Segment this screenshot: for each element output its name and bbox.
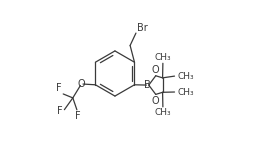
Text: O: O — [151, 65, 159, 75]
Text: O: O — [78, 79, 85, 89]
Text: F: F — [57, 106, 63, 116]
Text: CH₃: CH₃ — [177, 87, 194, 97]
Text: CH₃: CH₃ — [155, 108, 171, 117]
Text: B: B — [144, 80, 151, 90]
Text: F: F — [75, 111, 80, 121]
Text: CH₃: CH₃ — [177, 72, 194, 81]
Text: O: O — [151, 96, 159, 106]
Text: F: F — [56, 83, 62, 93]
Text: Br: Br — [137, 22, 147, 32]
Text: CH₃: CH₃ — [155, 53, 171, 62]
